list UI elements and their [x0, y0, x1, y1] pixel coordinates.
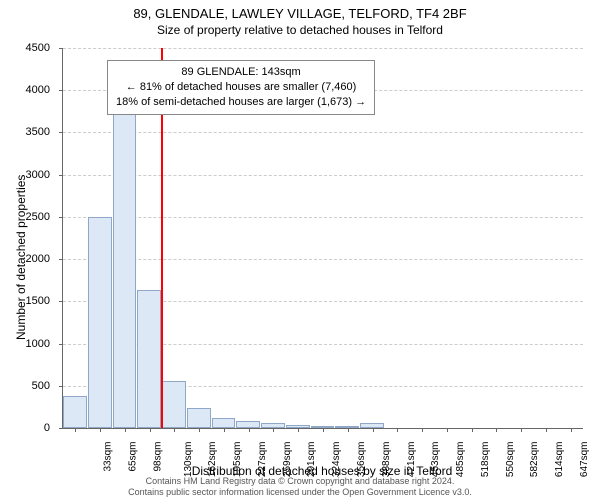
y-tick-mark	[59, 132, 63, 133]
x-tick-mark	[571, 428, 572, 432]
x-tick-mark	[422, 428, 423, 432]
x-tick-mark	[397, 428, 398, 432]
histogram-bar	[137, 290, 161, 428]
gridline	[63, 259, 583, 260]
y-tick-label: 500	[0, 380, 50, 392]
y-tick-mark	[59, 301, 63, 302]
histogram-bar	[311, 426, 335, 428]
footer-line2: Contains public sector information licen…	[0, 487, 600, 498]
y-tick-label: 0	[0, 422, 50, 434]
plot-area: 89 GLENDALE: 143sqm ← 81% of detached ho…	[62, 48, 583, 429]
x-tick-mark	[199, 428, 200, 432]
y-axis-label: Number of detached properties	[14, 175, 28, 340]
x-tick-mark	[150, 428, 151, 432]
histogram-bar	[162, 381, 186, 428]
y-tick-mark	[59, 428, 63, 429]
x-tick-mark	[273, 428, 274, 432]
y-tick-label: 4000	[0, 84, 50, 96]
footer-line1: Contains HM Land Registry data © Crown c…	[0, 476, 600, 487]
histogram-bar	[236, 421, 260, 428]
y-tick-label: 4500	[0, 42, 50, 54]
chart-title: 89, GLENDALE, LAWLEY VILLAGE, TELFORD, T…	[0, 0, 600, 23]
x-tick-mark	[546, 428, 547, 432]
x-tick-mark	[249, 428, 250, 432]
y-tick-mark	[59, 344, 63, 345]
x-tick-mark	[298, 428, 299, 432]
histogram-bar	[63, 396, 87, 428]
x-tick-mark	[224, 428, 225, 432]
y-tick-mark	[59, 259, 63, 260]
y-tick-label: 3500	[0, 126, 50, 138]
annotation-line1: 89 GLENDALE: 143sqm	[116, 65, 366, 80]
histogram-bar	[212, 418, 236, 428]
histogram-bar	[187, 408, 211, 428]
x-tick-mark	[75, 428, 76, 432]
x-tick-mark	[125, 428, 126, 432]
x-tick-mark	[496, 428, 497, 432]
histogram-bar	[88, 217, 112, 428]
histogram-chart: 89, GLENDALE, LAWLEY VILLAGE, TELFORD, T…	[0, 0, 600, 500]
x-tick-mark	[323, 428, 324, 432]
x-tick-mark	[174, 428, 175, 432]
x-tick-mark	[348, 428, 349, 432]
annotation-line2: ← 81% of detached houses are smaller (7,…	[116, 80, 366, 95]
y-tick-mark	[59, 386, 63, 387]
histogram-bar	[286, 425, 310, 428]
chart-footer: Contains HM Land Registry data © Crown c…	[0, 476, 600, 499]
gridline	[63, 48, 583, 49]
chart-subtitle: Size of property relative to detached ho…	[0, 23, 600, 39]
y-tick-mark	[59, 48, 63, 49]
gridline	[63, 132, 583, 133]
gridline	[63, 217, 583, 218]
y-tick-mark	[59, 175, 63, 176]
y-tick-mark	[59, 90, 63, 91]
annotation-box: 89 GLENDALE: 143sqm ← 81% of detached ho…	[107, 60, 375, 115]
y-tick-mark	[59, 217, 63, 218]
gridline	[63, 175, 583, 176]
x-tick-mark	[373, 428, 374, 432]
x-tick-mark	[521, 428, 522, 432]
x-tick-mark	[447, 428, 448, 432]
annotation-line3: 18% of semi-detached houses are larger (…	[116, 95, 366, 110]
x-tick-mark	[100, 428, 101, 432]
x-tick-mark	[472, 428, 473, 432]
histogram-bar	[360, 423, 384, 428]
histogram-bar	[335, 426, 359, 428]
histogram-bar	[113, 109, 137, 428]
histogram-bar	[261, 423, 285, 428]
